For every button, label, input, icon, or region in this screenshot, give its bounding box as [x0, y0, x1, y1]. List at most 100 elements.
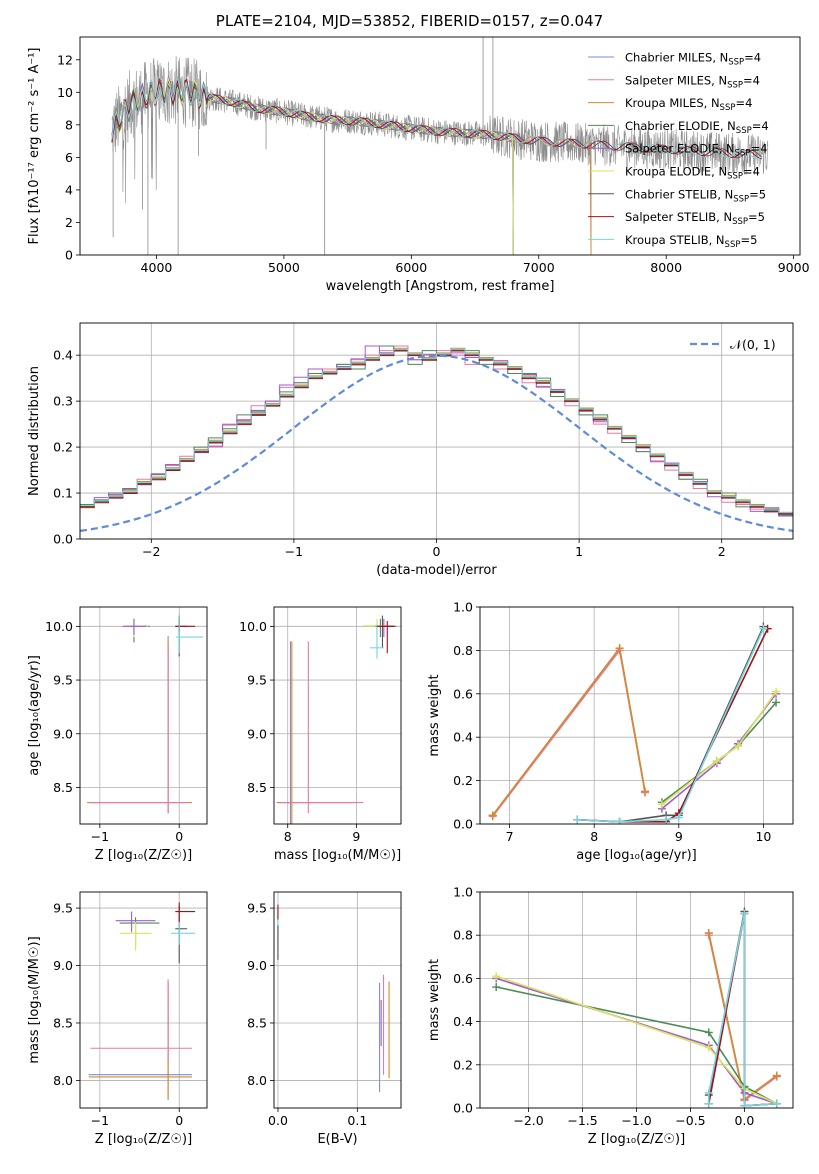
- legend-label: Salpeter ELODIE, N: [625, 142, 735, 156]
- y-tick-label: 0.2: [453, 773, 473, 788]
- weight-point: [704, 1028, 713, 1037]
- y-tick-label: 0.8: [453, 928, 473, 943]
- histogram-series: [80, 345, 793, 517]
- x-tick-label: 5000: [268, 260, 300, 275]
- y-tick-label: 0.0: [453, 1101, 473, 1116]
- x-tick-label: 9000: [778, 260, 810, 275]
- legend-tail: =4: [743, 165, 760, 179]
- x-tick-label: −2: [142, 544, 160, 559]
- y-tick-label: 0.2: [53, 440, 73, 455]
- weight-point: [674, 813, 683, 822]
- legend-subscript: SSP: [727, 80, 743, 90]
- legend-entry: Kroupa MILES, NSSP=4: [625, 96, 752, 113]
- plot-area: [488, 622, 781, 824]
- spectrum-data-line: [111, 56, 769, 204]
- histogram-series: [80, 350, 793, 517]
- x-tick-label: 4000: [141, 260, 173, 275]
- weight-series-line: [496, 986, 778, 1105]
- plot-area: [80, 345, 793, 532]
- legend-entry: Kroupa STELIB, NSSP=5: [625, 233, 757, 250]
- x-tick-label: 8000: [650, 260, 682, 275]
- axes-frame: [273, 891, 402, 1109]
- x-tick-label: 9: [352, 829, 360, 844]
- x-tick-label: 9: [675, 829, 683, 844]
- model-line: [111, 76, 763, 160]
- legend-label: Kroupa STELIB, N: [625, 233, 725, 247]
- x-axis-label: mass [log₁₀(M/M☉)]: [274, 848, 401, 863]
- weight-point: [704, 1043, 713, 1052]
- plot-area: [276, 615, 397, 824]
- legend-label: Salpeter MILES, N: [625, 73, 727, 87]
- panel-residuals: −2 −1 0 1 2 0.0 0.1 0.2 0.3 0.4 (data-model)/error…: [27, 322, 794, 578]
- panel-mass-vs-Z: −1 0 8.0 8.5 9.0 9.5 Z [log₁₀(Z/Z☉)] mass [log₁…: [27, 891, 208, 1147]
- legend-entry: Chabrier ELODIE, NSSP=4: [625, 119, 769, 136]
- legend-tail: =4: [752, 119, 769, 133]
- y-tick-label: 1.0: [453, 885, 473, 900]
- y-axis-label: Normed distribution: [27, 366, 42, 496]
- x-tick-label: 0.0: [734, 1113, 754, 1128]
- weight-point: [740, 909, 749, 918]
- x-tick-label: 0: [175, 829, 183, 844]
- y-tick-label: 12: [57, 52, 73, 67]
- legend-subscript: SSP: [720, 103, 736, 113]
- legend-tail: =5: [748, 210, 765, 224]
- legend-label: Chabrier ELODIE, N: [625, 119, 736, 133]
- weight-series-line: [708, 932, 778, 1101]
- weight-point: [734, 741, 743, 750]
- y-tick-label: 9.0: [247, 958, 267, 973]
- x-tick-label: 8: [284, 829, 292, 844]
- x-tick-label: −1: [91, 1113, 109, 1128]
- y-tick-label: 8.5: [53, 780, 73, 795]
- y-axis-label: mass [log₁₀(M/M☉)]: [27, 936, 42, 1063]
- x-axis-label: Z [log₁₀(Z/Z☉)]: [95, 1132, 192, 1147]
- panel-weight-vs-Z: −2.0 −1.5 −1.0 −0.5 0.0 0.0 0.2 0.4 0.6 0.8 1.0 Z […: [427, 885, 794, 1147]
- y-axis-label: Flux [fλ10⁻¹⁷ erg cm⁻² s⁻¹ A⁻¹]: [27, 48, 42, 245]
- weight-point: [615, 817, 624, 824]
- legend-tail: =4: [744, 51, 761, 65]
- weight-point: [488, 811, 497, 820]
- x-tick-label: −0.5: [675, 1113, 705, 1128]
- legend-label: Chabrier MILES, N: [625, 51, 728, 65]
- model-line: [111, 79, 762, 160]
- weight-point: [615, 644, 624, 653]
- legend-label: 𝒩(0, 1): [730, 337, 776, 352]
- y-tick-label: 0.0: [453, 817, 473, 832]
- y-tick-label: 10.0: [45, 619, 73, 634]
- weight-series-line: [708, 913, 777, 1107]
- y-tick-label: 0.1: [53, 486, 73, 501]
- y-tick-label: 8.5: [247, 780, 267, 795]
- y-axis-label: age [log₁₀(age/yr)]: [27, 655, 42, 776]
- legend-label: Salpeter STELIB, N: [625, 210, 732, 224]
- legend-subscript: SSP: [733, 194, 749, 204]
- y-tick-label: 8.5: [247, 1015, 267, 1030]
- y-tick-label: 0.4: [53, 348, 73, 363]
- weight-series-line: [707, 913, 777, 1107]
- legend-tail: =4: [743, 73, 760, 87]
- x-axis-label: wavelength [Angstrom, rest frame]: [326, 279, 555, 294]
- y-tick-label: 0.8: [453, 643, 473, 658]
- axes-frame: [79, 36, 801, 256]
- axes-frame: [479, 891, 794, 1109]
- x-tick-label: 7000: [523, 260, 555, 275]
- y-tick-label: 8: [65, 117, 73, 132]
- y-tick-label: 0.2: [453, 1057, 473, 1072]
- weight-point: [712, 757, 721, 766]
- x-tick-label: 0: [433, 544, 441, 559]
- y-tick-label: 10.0: [239, 619, 267, 634]
- model-line: [111, 77, 514, 255]
- legend-subscript: SSP: [735, 149, 751, 159]
- legend-entry: Salpeter MILES, NSSP=4: [625, 73, 760, 90]
- weight-point: [772, 698, 781, 707]
- y-tick-label: 6: [65, 150, 73, 165]
- x-tick-label: 7: [506, 829, 514, 844]
- plot-area: [111, 37, 769, 255]
- axes-frame: [79, 891, 208, 1109]
- histogram-series: [80, 350, 793, 517]
- weight-series-line: [577, 626, 765, 823]
- weight-point: [573, 815, 582, 824]
- y-axis-label: mass weight: [427, 674, 442, 756]
- y-tick-label: 9.0: [53, 726, 73, 741]
- y-tick-label: 4: [65, 182, 73, 197]
- weight-point: [492, 983, 501, 992]
